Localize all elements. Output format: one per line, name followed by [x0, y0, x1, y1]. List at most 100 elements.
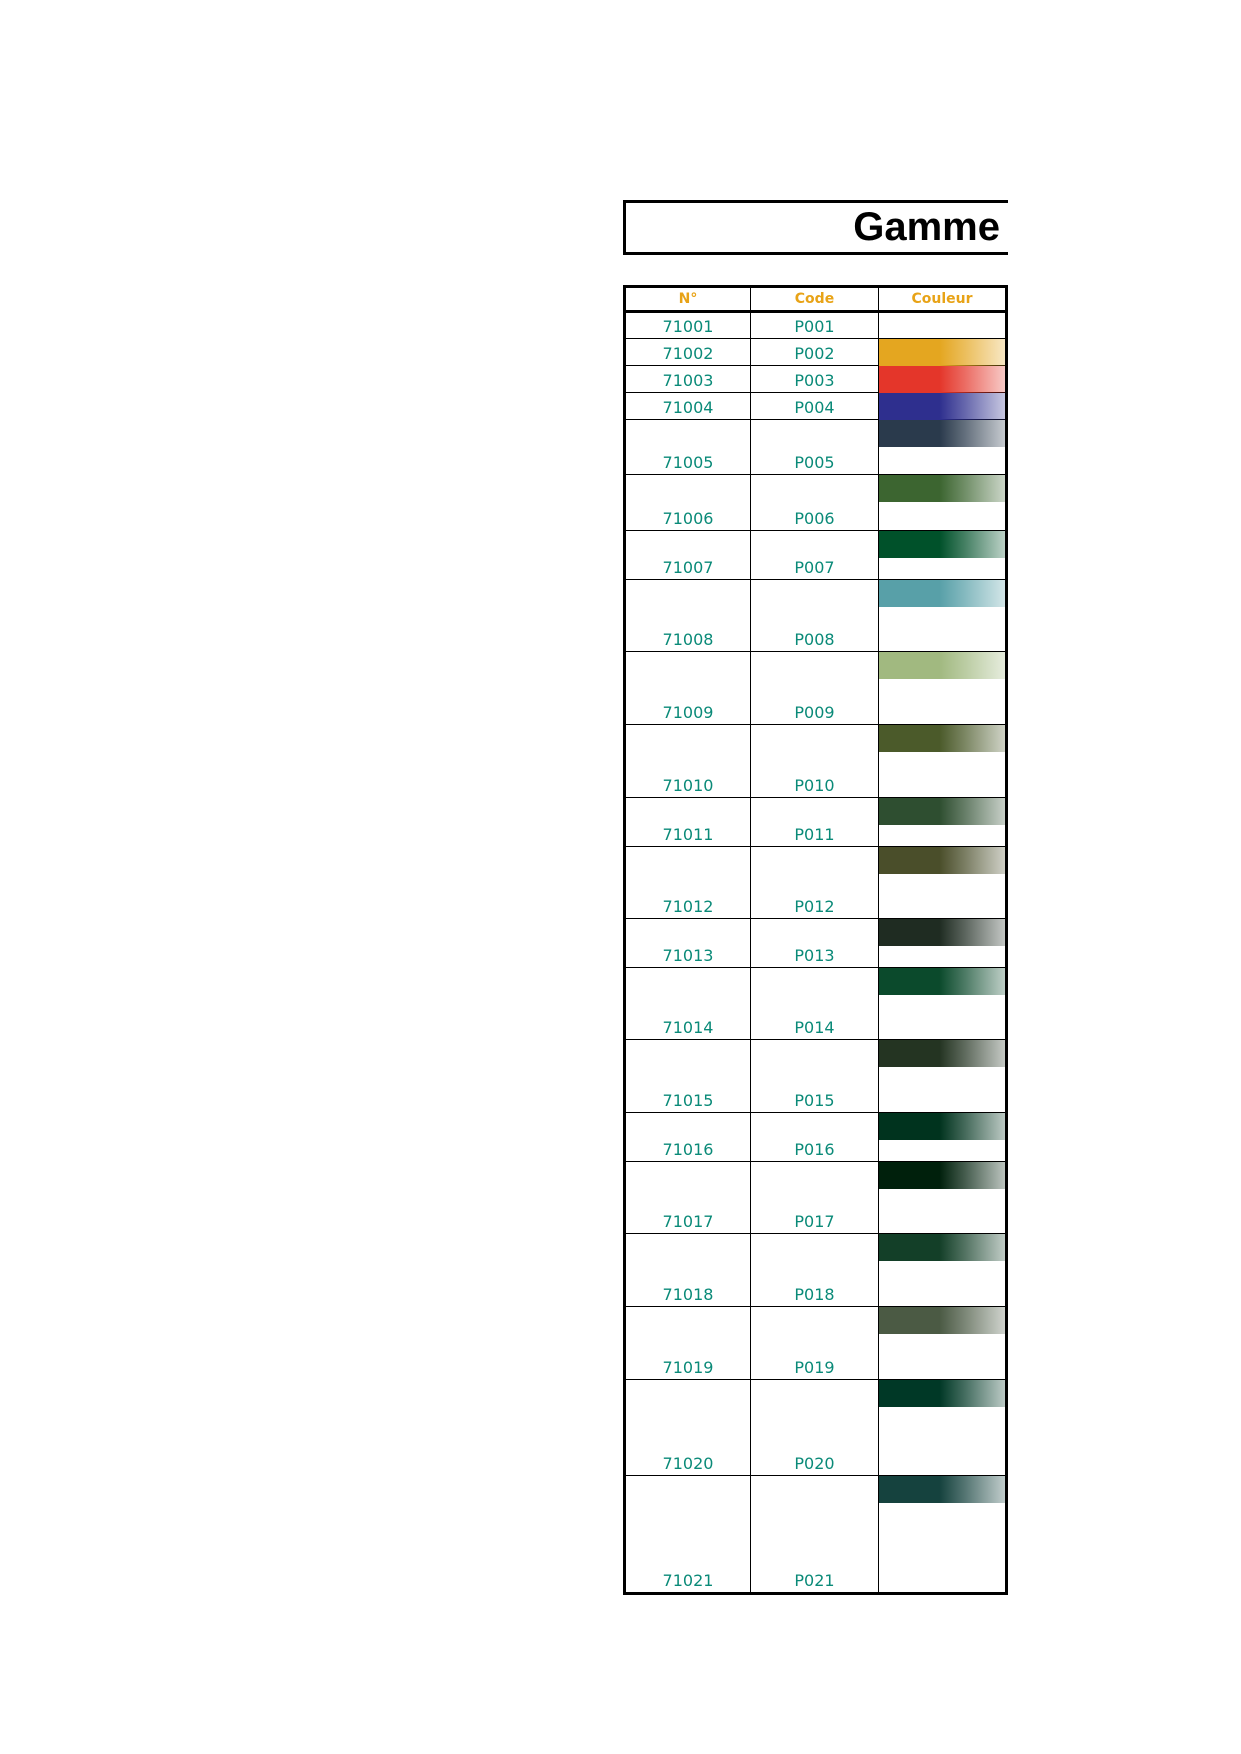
color-swatch	[879, 1113, 1005, 1140]
cell-color	[879, 393, 1008, 420]
cell-color	[879, 1234, 1008, 1307]
cell-code: P017	[751, 1162, 879, 1234]
cell-number: 71021	[623, 1476, 751, 1595]
cell-code: P008	[751, 580, 879, 652]
color-swatch	[879, 725, 1005, 752]
cell-color	[879, 1113, 1008, 1162]
color-range-table: N° Code Couleur 71001 P001 71002 P002 71003 P…	[623, 285, 1008, 1595]
table-row: 71021 P021	[623, 1476, 1008, 1595]
color-swatch	[879, 580, 1005, 607]
cell-number: 71009	[623, 652, 751, 725]
color-swatch	[879, 652, 1005, 679]
cell-color	[879, 919, 1008, 968]
cell-number: 71017	[623, 1162, 751, 1234]
cell-color	[879, 580, 1008, 652]
cell-color	[879, 531, 1008, 580]
table-row: 71018 P018	[623, 1234, 1008, 1307]
color-swatch	[879, 1162, 1005, 1189]
cell-color	[879, 1307, 1008, 1380]
cell-number: 71003	[623, 366, 751, 393]
cell-number: 71013	[623, 919, 751, 968]
cell-number: 71020	[623, 1380, 751, 1476]
cell-number: 71002	[623, 339, 751, 366]
cell-number: 71014	[623, 968, 751, 1040]
color-swatch	[879, 1476, 1005, 1503]
table-row: 71017 P017	[623, 1162, 1008, 1234]
cell-color	[879, 420, 1008, 475]
table-row: 71011 P011	[623, 798, 1008, 847]
cell-code: P006	[751, 475, 879, 531]
table-row: 71015 P015	[623, 1040, 1008, 1113]
color-swatch	[879, 366, 1005, 393]
cell-number: 71001	[623, 313, 751, 339]
cell-color	[879, 1380, 1008, 1476]
cell-code: P007	[751, 531, 879, 580]
cell-code: P018	[751, 1234, 879, 1307]
cell-color	[879, 1476, 1008, 1595]
color-swatch	[879, 1234, 1005, 1261]
color-swatch	[879, 919, 1005, 946]
table-row: 71014 P014	[623, 968, 1008, 1040]
header-code: Code	[751, 285, 879, 313]
color-swatch	[879, 1040, 1005, 1067]
table-row: 71010 P010	[623, 725, 1008, 798]
cell-color	[879, 1162, 1008, 1234]
cell-color	[879, 339, 1008, 366]
cell-code: P001	[751, 313, 879, 339]
cell-code: P015	[751, 1040, 879, 1113]
table-row: 71001 P001	[623, 313, 1008, 339]
color-swatch	[879, 968, 1005, 995]
cell-color	[879, 366, 1008, 393]
table-row: 71002 P002	[623, 339, 1008, 366]
cell-number: 71006	[623, 475, 751, 531]
color-swatch	[879, 847, 1005, 874]
table-row: 71019 P019	[623, 1307, 1008, 1380]
color-swatch	[879, 798, 1005, 825]
cell-number: 71008	[623, 580, 751, 652]
cell-code: P005	[751, 420, 879, 475]
cell-code: P021	[751, 1476, 879, 1595]
color-swatch	[879, 1380, 1005, 1407]
cell-code: P012	[751, 847, 879, 919]
table-row: 71012 P012	[623, 847, 1008, 919]
cell-number: 71007	[623, 531, 751, 580]
cell-number: 71005	[623, 420, 751, 475]
cell-code: P004	[751, 393, 879, 420]
cell-number: 71011	[623, 798, 751, 847]
table-row: 71016 P016	[623, 1113, 1008, 1162]
table-row: 71004 P004	[623, 393, 1008, 420]
color-swatch	[879, 339, 1005, 366]
table-row: 71009 P009	[623, 652, 1008, 725]
color-swatch	[879, 1307, 1005, 1334]
cell-code: P009	[751, 652, 879, 725]
color-swatch	[879, 475, 1005, 502]
cell-code: P003	[751, 366, 879, 393]
table-row: 71007 P007	[623, 531, 1008, 580]
cell-code: P013	[751, 919, 879, 968]
table-row: 71003 P003	[623, 366, 1008, 393]
cell-code: P002	[751, 339, 879, 366]
title-box: Gamme	[623, 200, 1008, 255]
table-row: 71008 P008	[623, 580, 1008, 652]
cell-number: 71018	[623, 1234, 751, 1307]
table-row: 71013 P013	[623, 919, 1008, 968]
cell-color	[879, 968, 1008, 1040]
cell-code: P010	[751, 725, 879, 798]
color-swatch	[879, 393, 1005, 420]
cell-number: 71010	[623, 725, 751, 798]
cell-number: 71012	[623, 847, 751, 919]
cell-number: 71019	[623, 1307, 751, 1380]
header-color: Couleur	[879, 285, 1008, 313]
cell-code: P011	[751, 798, 879, 847]
cell-color	[879, 725, 1008, 798]
cell-code: P014	[751, 968, 879, 1040]
cell-number: 71016	[623, 1113, 751, 1162]
table-row: 71005 P005	[623, 420, 1008, 475]
table-row: 71020 P020	[623, 1380, 1008, 1476]
page-title: Gamme	[853, 205, 1000, 249]
cell-color	[879, 1040, 1008, 1113]
cell-color	[879, 847, 1008, 919]
color-swatch	[879, 531, 1005, 558]
cell-code: P016	[751, 1113, 879, 1162]
cell-color	[879, 652, 1008, 725]
